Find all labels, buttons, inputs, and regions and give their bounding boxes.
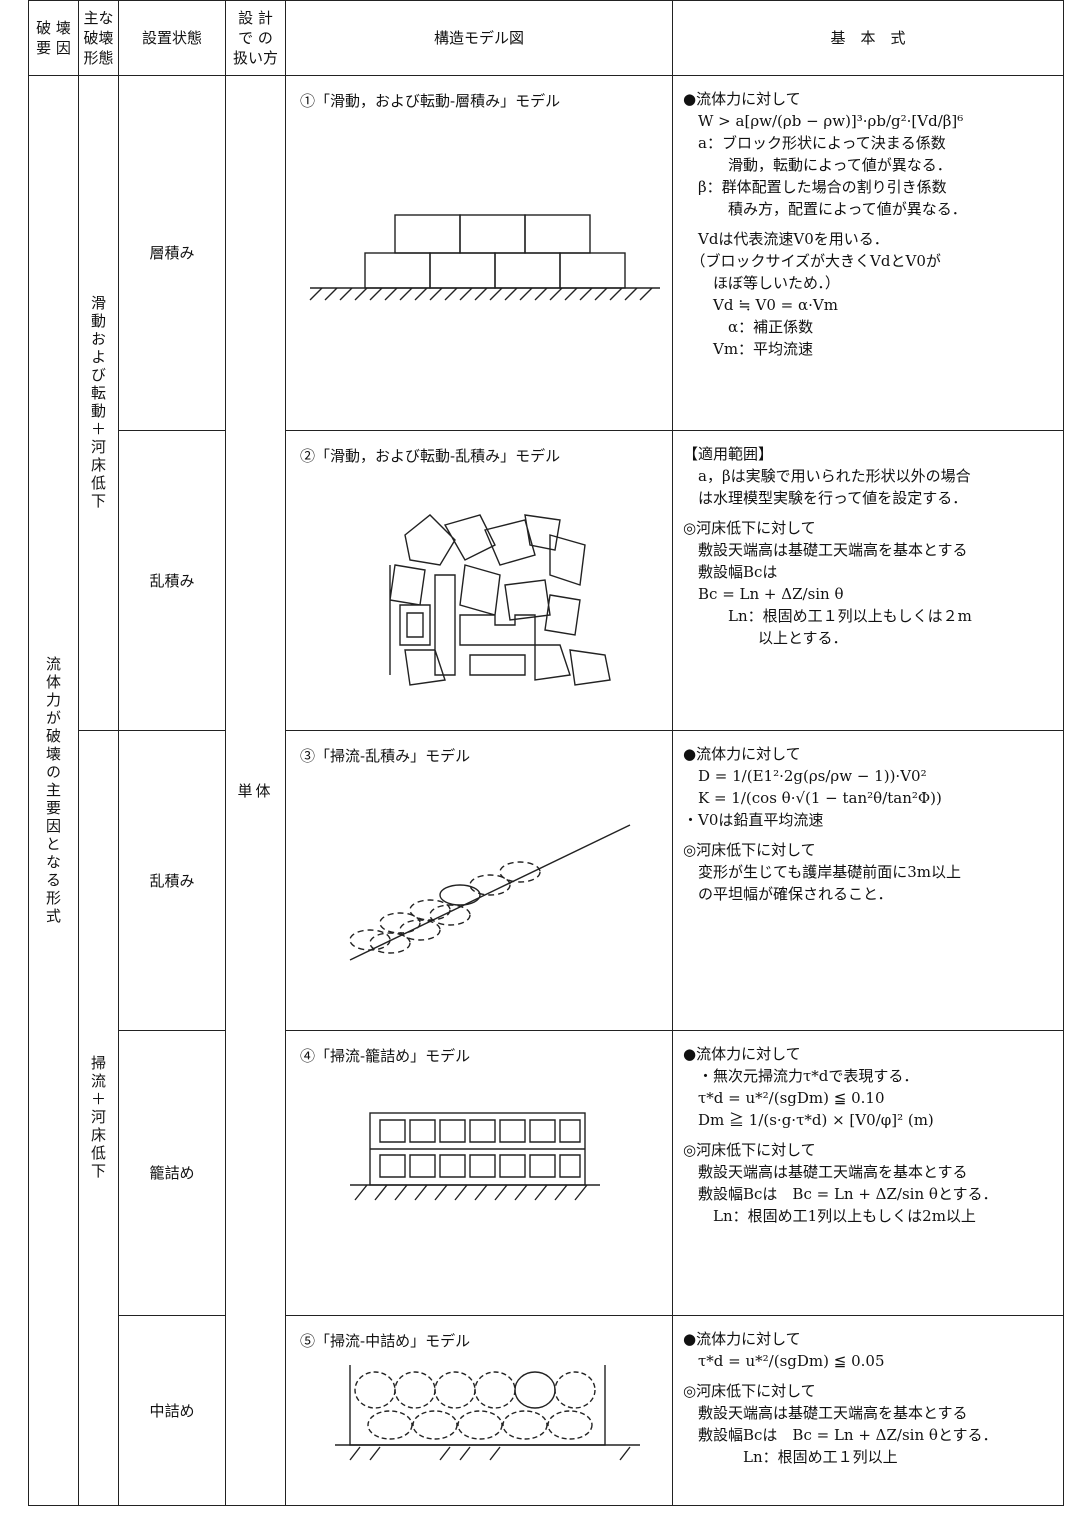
formula-cell: ●流体力に対して τ*d = u*²/(sgDm) ≦ 0.05 ◎河床低下に対し… [672, 1315, 1064, 1506]
formula-line: a：ブロック形状によって決まる係数 [683, 134, 946, 152]
formula-paragraph: 【適用範囲】 a，βは実験で用いられた形状以外の場合 は水理模型実験を行って値を… [683, 443, 1063, 509]
mode-cell: 掃流＋河床低下 [78, 730, 119, 1506]
formula-line: a，βは実験で用いられた形状以外の場合 [683, 467, 971, 485]
state-cell: 乱積み [118, 430, 226, 731]
formula-line: ・無次元掃流力τ*dで表現する． [683, 1067, 919, 1085]
formula-line: Vd ≒ V0 = α·Vm [683, 296, 838, 314]
header-state-text: 設置状態 [141, 29, 202, 47]
header-mode-line: 形態 [83, 49, 114, 67]
header-mode: 主な 破壊 形態 [78, 0, 119, 76]
header-model: 構造モデル図 [285, 0, 673, 76]
header-cause-line: 要 因 [36, 39, 71, 57]
formula-line: は水理模型実験を行って値を設定する． [683, 489, 968, 507]
formula-line: 以上とする． [683, 629, 848, 647]
state-cell: 層積み [118, 75, 226, 431]
formula-line: ・V0は鉛直平均流速 [683, 811, 824, 829]
formula-line: 敷設幅Bcは [683, 563, 778, 581]
formula-line: ◎河床低下に対して [683, 1141, 816, 1159]
formula-paragraph: ●流体力に対して τ*d = u*²/(sgDm) ≦ 0.05 [683, 1328, 1063, 1372]
formula-paragraph: ●流体力に対して W > a[ρw/(ρb − ρw)]³·ρb/g²·[Vd/… [683, 88, 1063, 220]
formula-cell: ●流体力に対して ・無次元掃流力τ*dで表現する． τ*d = u*²/(sgD… [672, 1030, 1064, 1316]
formula-cell: 【適用範囲】 a，βは実験で用いられた形状以外の場合 は水理模型実験を行って値を… [672, 430, 1064, 731]
formula-line: Ln：根固め工１列以上もしくは２m [683, 607, 972, 625]
formula-line: α：補正係数 [683, 318, 814, 336]
formula-line: ●流体力に対して [683, 745, 801, 763]
model-figure [350, 1112, 600, 1201]
formula-line: 敷設幅Bcは Bc = Ln + ΔZ/sin θとする． [683, 1185, 998, 1203]
formula-line: 敷設天端高は基礎工天端高を基本とする [683, 541, 968, 559]
formula-line: Vdは代表流速V0を用いる． [683, 230, 889, 248]
formula-line: τ*d = u*²/(sgDm) ≦ 0.05 [683, 1352, 885, 1370]
model-figure [309, 214, 660, 301]
header-mode-line: 破壊 [83, 29, 114, 47]
header-design: 設 計で の扱い方 [225, 0, 286, 76]
formula-line: ◎河床低下に対して [683, 1382, 816, 1400]
state-cell: 籠詰め [118, 1030, 226, 1316]
formula-paragraph: ◎河床低下に対して 敷設天端高は基礎工天端高を基本とする 敷設幅Bcは Bc =… [683, 1139, 1063, 1227]
state-cell: 乱積み [118, 730, 226, 1031]
formula-line: Bc = Ln + ΔZ/sin θ [683, 585, 844, 603]
formula-line: ●流体力に対して [683, 1330, 801, 1348]
formula-line: ◎河床低下に対して [683, 519, 816, 537]
header-model-text: 構造モデル図 [433, 29, 524, 47]
formula-paragraph: Vdは代表流速V0を用いる． （ブロックサイズが大きくVdとV0が ほぼ等しいた… [683, 228, 1063, 360]
formula-line: （ブロックサイズが大きくVdとV0が [683, 252, 941, 270]
formula-paragraph: ◎河床低下に対して 敷設天端高は基礎工天端高を基本とする 敷設幅Bcは Bc =… [683, 1380, 1063, 1468]
formula-paragraph: ◎河床低下に対して 変形が生じても護岸基礎前面に3m以上 の平坦幅が確保されるこ… [683, 839, 1063, 905]
header-design-line: 設 計 [238, 9, 273, 27]
formula-line: の平坦幅が確保されること． [683, 885, 893, 903]
header-design-line: 扱い方 [232, 49, 278, 67]
cause-cell: 流体力が破壊の主要因となる形式 [28, 75, 79, 1506]
formula-cell: ●流体力に対して W > a[ρw/(ρb − ρw)]³·ρb/g²·[Vd/… [672, 75, 1064, 431]
formula-paragraph: ●流体力に対して ・無次元掃流力τ*dで表現する． τ*d = u*²/(sgD… [683, 1043, 1063, 1131]
design-cell: 単体 [225, 75, 286, 1506]
formula-line: Vm：平均流速 [683, 340, 814, 358]
formula-paragraph: ●流体力に対して D = 1/(E1²·2g(ρs/ρw − 1))·V0² K… [683, 743, 1063, 831]
model-figure [335, 1365, 640, 1461]
formula-line: K = 1/(cos θ·√(1 − tan²θ/tan²Φ)) [683, 789, 942, 807]
formula-line: β：群体配置した場合の割り引き係数 [683, 178, 947, 196]
formula-line: 【適用範囲】 [683, 445, 774, 463]
header-design-line: で の [238, 29, 273, 47]
formula-line: ●流体力に対して [683, 1045, 801, 1063]
header-cause-line: 破 壊 [36, 19, 71, 37]
formula-line: Ln：根固め工1列以上もしくは2m以上 [683, 1207, 976, 1225]
formula-line: 敷設天端高は基礎工天端高を基本とする [683, 1163, 968, 1181]
formula-line: ほぼ等しいため．） [683, 274, 840, 292]
formula-line: 敷設天端高は基礎工天端高を基本とする [683, 1404, 968, 1422]
formula-cell: ●流体力に対して D = 1/(E1²·2g(ρs/ρw − 1))·V0² K… [672, 730, 1064, 1031]
formula-line: W > a[ρw/(ρb − ρw)]³·ρb/g²·[Vd/β]⁶ [683, 112, 964, 130]
header-cause: 破 壊要 因 [28, 0, 79, 76]
formula-line: 滑動，転動によって値が異なる． [683, 156, 952, 174]
formula-line: ◎河床低下に対して [683, 841, 816, 859]
state-cell: 中詰め [118, 1315, 226, 1506]
header-state: 設置状態 [118, 0, 226, 76]
formula-line: 積み方，配置によって値が異なる． [683, 200, 967, 218]
formula-line: Dm ≧ 1/(s·g·τ*d) × [V0/φ]² (m) [683, 1111, 934, 1129]
header-formula: 基 本 式 [672, 0, 1064, 76]
model-figure [389, 514, 611, 686]
header-mode-line: 主な [83, 9, 114, 27]
formula-line: D = 1/(E1²·2g(ρs/ρw − 1))·V0² [683, 767, 927, 785]
header-formula-text: 基 本 式 [830, 29, 906, 47]
formula-line: τ*d = u*²/(sgDm) ≦ 0.10 [683, 1089, 885, 1107]
formula-paragraph: ◎河床低下に対して 敷設天端高は基礎工天端高を基本とする 敷設幅Bcは Bc =… [683, 517, 1063, 649]
formula-line: Ln：根固め工１列以上 [683, 1448, 898, 1466]
model-figure [349, 824, 631, 961]
formula-line: 敷設幅Bcは Bc = Ln + ΔZ/sin θとする． [683, 1426, 998, 1444]
formula-line: ●流体力に対して [683, 90, 801, 108]
mode-cell: 滑動および転動＋河床低下 [78, 75, 119, 731]
formula-line: 変形が生じても護岸基礎前面に3m以上 [683, 863, 962, 881]
